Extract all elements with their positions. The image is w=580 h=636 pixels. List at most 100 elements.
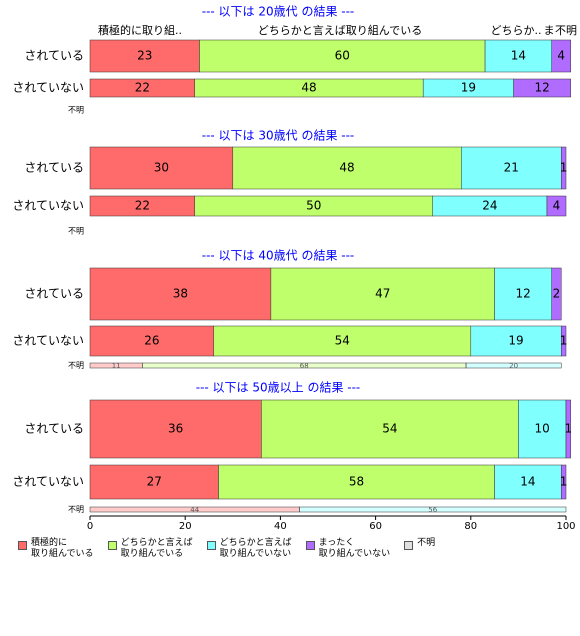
data-label: 2 (553, 287, 561, 301)
legend-swatch (18, 541, 27, 550)
row-label: されている (24, 161, 84, 175)
data-label: 12 (516, 287, 531, 301)
panel-title: --- 以下は 50歳以上 の結果 --- (196, 381, 361, 395)
bar-segment (232, 146, 462, 190)
legend-label: どちらかと言えば 取り組んでいる (120, 538, 193, 559)
header-label: 不明 (555, 24, 577, 37)
data-label: 44 (190, 506, 199, 514)
data-label: 22 (135, 81, 150, 95)
legend-item: どちらかと言えば 取り組んでいない (206, 538, 292, 560)
panel-title: --- 以下は 20歳代 の結果 --- (202, 5, 355, 19)
legend-label: まったく 取り組んでいない (318, 538, 391, 559)
x-tick-label: 20 (179, 521, 192, 530)
data-label: 4 (553, 199, 561, 213)
bar-segment (89, 325, 215, 357)
bar-segment (213, 325, 472, 357)
legend-item: 積極的に 取り組んでいる (18, 538, 94, 560)
bar-segment (261, 399, 519, 459)
bar-segment (494, 464, 562, 500)
data-label: 26 (144, 334, 159, 348)
bar-segment (551, 267, 562, 321)
data-label: 48 (339, 161, 354, 175)
data-label: 56 (428, 506, 437, 514)
bar-segment (484, 39, 552, 73)
legend-swatch (107, 541, 117, 550)
bar-segment (513, 78, 572, 98)
row-label: 不明 (68, 505, 84, 514)
bar-segment (560, 325, 567, 357)
data-label: 4 (557, 49, 565, 63)
data-label: 12 (535, 81, 550, 95)
data-label: 68 (300, 362, 309, 370)
data-label: 19 (461, 81, 476, 95)
bar-segment (546, 195, 567, 217)
data-label: 54 (335, 334, 350, 348)
data-label: 58 (349, 475, 364, 489)
data-label: 23 (137, 49, 152, 63)
data-label: 10 (535, 422, 550, 436)
header-label: どちらかと言えば取り組んでいる (258, 24, 422, 37)
legend-swatch (404, 541, 414, 550)
bar-segment (89, 399, 262, 459)
data-label: 60 (335, 49, 350, 63)
panel-title: --- 以下は 40歳代 の結果 --- (202, 249, 355, 263)
bar-segment (89, 146, 234, 190)
data-label: 54 (382, 422, 397, 436)
row-label: 不明 (68, 361, 84, 370)
data-label: 48 (301, 81, 316, 95)
row-label: されていない (12, 81, 84, 95)
header-label: どちらか.. (491, 24, 542, 37)
panel-title: --- 以下は 30歳代 の結果 --- (202, 129, 355, 143)
bar-segment (89, 267, 272, 321)
bar-segment (560, 146, 567, 190)
legend-label: 積極的に 取り組んでいる (31, 538, 94, 559)
x-tick-label: 40 (274, 521, 287, 530)
row-label: されていない (12, 199, 84, 213)
x-tick-label: 60 (369, 521, 382, 530)
bar-segment (199, 39, 486, 73)
row-label: されている (24, 422, 84, 436)
row-label: されていない (12, 334, 84, 348)
bar-segment (218, 464, 495, 500)
data-label: 30 (154, 161, 169, 175)
data-label: 21 (504, 161, 519, 175)
bar-segment (89, 39, 200, 73)
legend-swatch (305, 541, 315, 550)
bar-segment (461, 146, 562, 190)
row-label: されている (24, 287, 84, 301)
data-label: 1 (565, 422, 573, 436)
row-label: されていない (12, 475, 84, 489)
bar-segment (89, 464, 219, 500)
legend-item: どちらかと言えば 取り組んでいる (107, 538, 193, 560)
data-label: 20 (509, 362, 518, 370)
bar-segment (270, 267, 495, 321)
stacked-bar-chart: 積極的に取り組.. どちらかと言えば取り組んでいる どちらか.. ま不明 --- 以下は… (12, 5, 577, 531)
legend-swatch (206, 541, 216, 550)
data-label: 38 (173, 287, 188, 301)
header-label: ま (544, 24, 555, 37)
row-label: されている (24, 49, 84, 63)
data-label: 1 (560, 334, 568, 348)
data-label: 14 (520, 475, 535, 489)
bar-segment (494, 267, 552, 321)
legend-label: 不明 (417, 538, 436, 548)
data-label: 19 (508, 334, 523, 348)
bar-segment (551, 39, 572, 73)
data-label: 50 (306, 199, 321, 213)
bar-segment (560, 464, 567, 500)
bar-segment (470, 325, 562, 357)
legend-label: どちらかと言えば 取り組んでいない (219, 538, 292, 559)
bar-segment (299, 506, 567, 513)
x-tick-label: 0 (87, 521, 93, 530)
header-label: 積極的に取り組.. (98, 23, 182, 37)
legend: 積極的に 取り組んでいる どちらかと言えば 取り組んでいる どちらかと言えば 取り組… (18, 538, 435, 560)
bar-segment (565, 399, 572, 459)
row-label: 不明 (68, 227, 84, 236)
bar-segment (518, 399, 567, 459)
data-label: 14 (511, 49, 526, 63)
data-label: 1 (560, 161, 568, 175)
data-label: 24 (482, 199, 497, 213)
data-label: 11 (112, 362, 121, 370)
data-label: 1 (560, 475, 568, 489)
data-label: 47 (375, 287, 390, 301)
